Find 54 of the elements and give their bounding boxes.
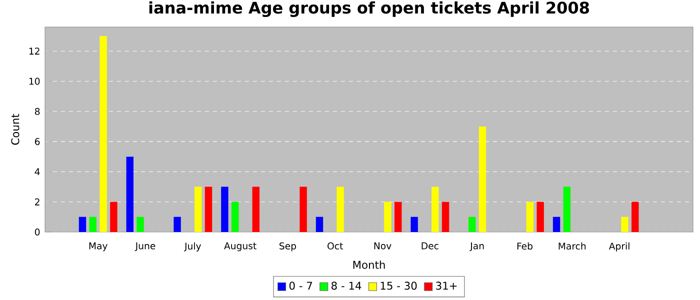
bar — [194, 186, 202, 232]
legend-label: 15 - 30 — [380, 282, 417, 290]
bar — [100, 36, 107, 232]
x-tick-label: April — [608, 242, 630, 252]
y-tick-label: 10 — [29, 78, 40, 85]
y-axis-title: Count — [11, 114, 20, 145]
bar — [468, 216, 476, 232]
bar — [552, 216, 560, 232]
x-tick-label: August — [224, 242, 256, 252]
x-tick-label: Sep — [280, 242, 296, 252]
bar — [126, 156, 134, 232]
x-tick-label: May — [89, 242, 108, 252]
bar — [536, 202, 544, 232]
y-tick-label: 0 — [34, 228, 40, 236]
bar — [110, 202, 118, 232]
bar — [410, 216, 418, 232]
bar — [89, 216, 96, 232]
bar — [78, 216, 86, 232]
bar — [232, 202, 239, 232]
y-tick-label: 12 — [29, 48, 40, 55]
x-tick-label: June — [134, 242, 156, 252]
bar — [300, 186, 307, 232]
bar — [563, 186, 571, 232]
legend-label: 8 - 14 — [332, 282, 362, 290]
x-tick-label: Oct — [328, 242, 343, 250]
bar — [336, 186, 344, 232]
bar — [136, 216, 144, 232]
x-tick-label: July — [184, 242, 202, 252]
x-tick-label: Jan — [470, 242, 484, 252]
bar — [252, 186, 260, 232]
x-tick-label: Dec — [422, 242, 438, 250]
bar — [394, 202, 402, 232]
bar — [174, 216, 181, 232]
x-tick-label: Feb — [517, 242, 532, 250]
legend-label: 31+ — [436, 282, 457, 290]
x-tick-label: Nov — [374, 242, 392, 250]
bar — [478, 126, 486, 232]
bar — [316, 216, 324, 232]
bar — [632, 202, 639, 232]
bar — [526, 202, 534, 232]
bar — [432, 186, 439, 232]
legend-label: 0 - 7 — [289, 282, 312, 290]
y-tick-label: 2 — [35, 198, 40, 206]
bar — [384, 202, 392, 232]
bar — [442, 202, 450, 232]
bar — [621, 216, 628, 232]
y-tick-label: 4 — [34, 168, 40, 176]
chart-title: iana-mime Age groups of open tickets April 2008 — [149, 1, 589, 17]
y-tick-label: 8 — [34, 108, 40, 115]
bar — [221, 186, 228, 232]
x-axis-title: Month — [353, 260, 385, 269]
y-tick-label: 6 — [35, 138, 40, 146]
x-tick-label: March — [558, 242, 586, 250]
bar — [204, 186, 212, 232]
